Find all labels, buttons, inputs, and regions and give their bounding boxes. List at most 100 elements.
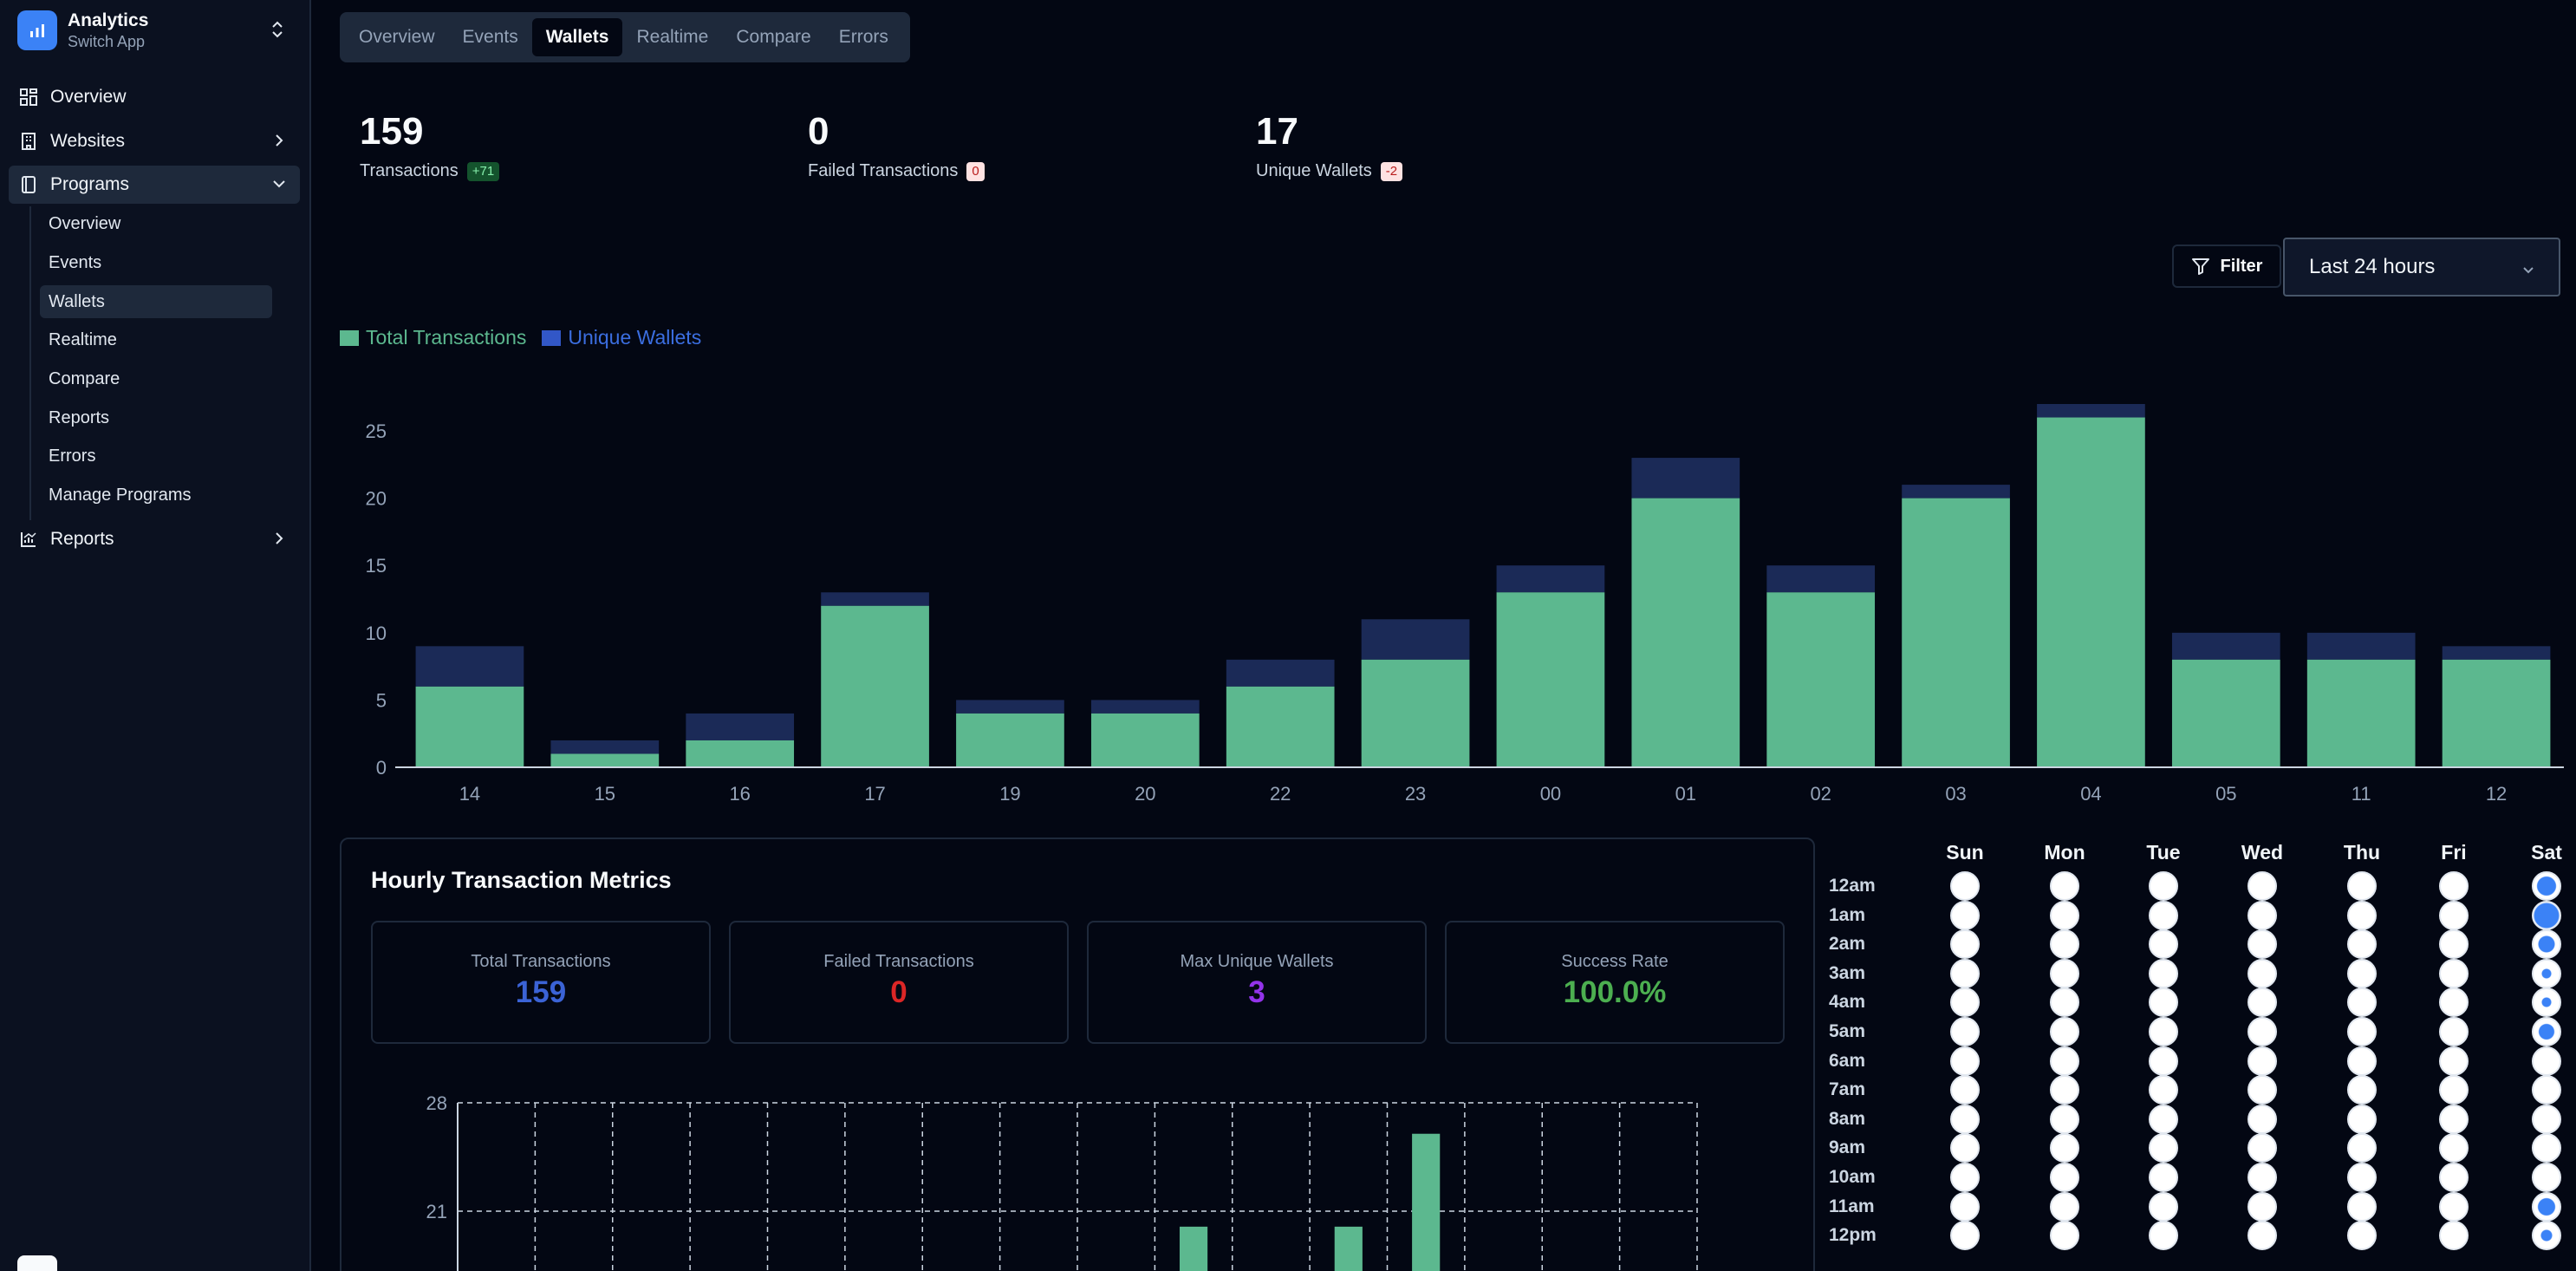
- date-range-select[interactable]: Last 24 hours: [2283, 238, 2560, 297]
- heatmap-cell[interactable]: [2532, 1163, 2561, 1192]
- heatmap-cell[interactable]: [2439, 1191, 2469, 1222]
- heatmap-cell[interactable]: [2347, 958, 2377, 988]
- heatmap-cell[interactable]: [2532, 900, 2561, 930]
- heatmap-cell[interactable]: [2247, 1191, 2277, 1222]
- sub-item-reports[interactable]: Reports: [49, 407, 110, 427]
- tab-overview[interactable]: Overview: [359, 27, 435, 47]
- bar-unique-wallets[interactable]: [1902, 485, 2010, 499]
- bar-total-transactions[interactable]: [1496, 592, 1605, 767]
- bar-total-transactions[interactable]: [550, 753, 660, 767]
- legend-item-unique-wallets[interactable]: Unique Wallets: [542, 326, 701, 349]
- sub-item-realtime[interactable]: Realtime: [49, 329, 117, 349]
- heatmap-cell[interactable]: [1950, 1191, 1980, 1222]
- hourly-bar[interactable]: [1412, 1133, 1441, 1271]
- hourly-bar[interactable]: [1179, 1226, 1208, 1271]
- heatmap-cell[interactable]: [2149, 1075, 2178, 1105]
- heatmap-cell[interactable]: [1950, 1017, 1980, 1046]
- bar-total-transactions[interactable]: [1766, 592, 1876, 767]
- bar-total-transactions[interactable]: [2171, 659, 2280, 767]
- heatmap-cell[interactable]: [2247, 871, 2277, 901]
- heatmap-cell[interactable]: [2532, 1017, 2561, 1046]
- bar-total-transactions[interactable]: [1090, 713, 1200, 767]
- heatmap-cell[interactable]: [1950, 1133, 1980, 1163]
- heatmap-cell[interactable]: [2347, 871, 2377, 901]
- heatmap-cell[interactable]: [1950, 900, 1980, 930]
- heatmap-cell[interactable]: [2050, 1075, 2079, 1105]
- bar-unique-wallets[interactable]: [2037, 404, 2145, 418]
- heatmap-cell[interactable]: [2247, 987, 2277, 1018]
- bar-total-transactions[interactable]: [1361, 659, 1470, 767]
- heatmap-cell[interactable]: [2347, 1133, 2377, 1163]
- tab-wallets[interactable]: Wallets: [531, 18, 623, 56]
- heatmap-cell[interactable]: [2439, 987, 2469, 1018]
- sub-item-overview[interactable]: Overview: [49, 213, 121, 233]
- heatmap-cell[interactable]: [2532, 1046, 2561, 1076]
- heatmap-cell[interactable]: [2532, 1133, 2561, 1163]
- heatmap-cell[interactable]: [2439, 1163, 2469, 1192]
- heatmap-cell[interactable]: [2050, 1191, 2079, 1222]
- heatmap-cell[interactable]: [2439, 900, 2469, 930]
- sidebar-item-overview[interactable]: Overview: [9, 78, 300, 116]
- heatmap-cell[interactable]: [2439, 1133, 2469, 1163]
- bar-unique-wallets[interactable]: [1496, 565, 1605, 593]
- heatmap-cell[interactable]: [2247, 1017, 2277, 1046]
- bar-total-transactions[interactable]: [956, 713, 1064, 767]
- sub-item-compare[interactable]: Compare: [49, 368, 120, 388]
- legend-item-total-transactions[interactable]: Total Transactions: [340, 326, 526, 349]
- heatmap-cell[interactable]: [2050, 1221, 2079, 1251]
- heatmap-cell[interactable]: [2439, 1017, 2469, 1046]
- heatmap-cell[interactable]: [2347, 1191, 2377, 1222]
- heatmap-cell[interactable]: [1950, 1104, 1980, 1134]
- bar-total-transactions[interactable]: [686, 740, 795, 767]
- heatmap-cell[interactable]: [2347, 900, 2377, 930]
- sub-item-manage-programs[interactable]: Manage Programs: [49, 485, 192, 505]
- bar-unique-wallets[interactable]: [2306, 632, 2416, 660]
- heatmap-cell[interactable]: [2149, 1104, 2178, 1134]
- heatmap-cell[interactable]: [2247, 958, 2277, 988]
- heatmap-cell[interactable]: [2439, 1104, 2469, 1134]
- bar-unique-wallets[interactable]: [956, 700, 1064, 714]
- heatmap-cell[interactable]: [2439, 871, 2469, 901]
- heatmap-cell[interactable]: [1950, 958, 1980, 988]
- heatmap-cell[interactable]: [2532, 1191, 2561, 1222]
- heatmap-cell[interactable]: [2247, 1075, 2277, 1105]
- heatmap-cell[interactable]: [1950, 871, 1980, 901]
- sidebar-item-reports[interactable]: Reports: [9, 520, 300, 558]
- heatmap-cell[interactable]: [2149, 1017, 2178, 1046]
- heatmap-cell[interactable]: [2439, 1075, 2469, 1105]
- heatmap-cell[interactable]: [1950, 1163, 1980, 1192]
- bar-total-transactions[interactable]: [821, 605, 929, 767]
- heatmap-cell[interactable]: [2247, 1133, 2277, 1163]
- bar-unique-wallets[interactable]: [1226, 659, 1335, 687]
- bar-unique-wallets[interactable]: [1631, 458, 1740, 499]
- bar-total-transactions[interactable]: [2037, 417, 2145, 767]
- heatmap-cell[interactable]: [2149, 1133, 2178, 1163]
- heatmap-cell[interactable]: [1950, 1221, 1980, 1251]
- heatmap-cell[interactable]: [2247, 1046, 2277, 1076]
- heatmap-cell[interactable]: [2347, 1221, 2377, 1251]
- bar-unique-wallets[interactable]: [550, 740, 660, 754]
- heatmap-cell[interactable]: [2532, 1104, 2561, 1134]
- sub-item-wallets[interactable]: Wallets: [40, 285, 272, 318]
- tab-compare[interactable]: Compare: [736, 27, 811, 47]
- heatmap-cell[interactable]: [2532, 987, 2561, 1018]
- heatmap-cell[interactable]: [2347, 1017, 2377, 1046]
- filter-button[interactable]: Filter: [2172, 244, 2281, 288]
- heatmap-cell[interactable]: [2347, 1104, 2377, 1134]
- bar-unique-wallets[interactable]: [1766, 565, 1876, 593]
- heatmap-cell[interactable]: [2149, 1046, 2178, 1076]
- bar-unique-wallets[interactable]: [2442, 646, 2551, 660]
- bar-total-transactions[interactable]: [1226, 686, 1335, 767]
- heatmap-cell[interactable]: [2532, 929, 2561, 960]
- heatmap-cell[interactable]: [1950, 987, 1980, 1018]
- heatmap-cell[interactable]: [2439, 929, 2469, 960]
- heatmap-cell[interactable]: [2050, 1017, 2079, 1046]
- hourly-bar[interactable]: [1334, 1226, 1363, 1271]
- heatmap-cell[interactable]: [2439, 1046, 2469, 1076]
- heatmap-cell[interactable]: [2532, 871, 2561, 901]
- heatmap-cell[interactable]: [2532, 1075, 2561, 1105]
- heatmap-cell[interactable]: [2050, 1163, 2079, 1192]
- heatmap-cell[interactable]: [2149, 987, 2178, 1018]
- heatmap-cell[interactable]: [2532, 958, 2561, 988]
- heatmap-cell[interactable]: [1950, 929, 1980, 960]
